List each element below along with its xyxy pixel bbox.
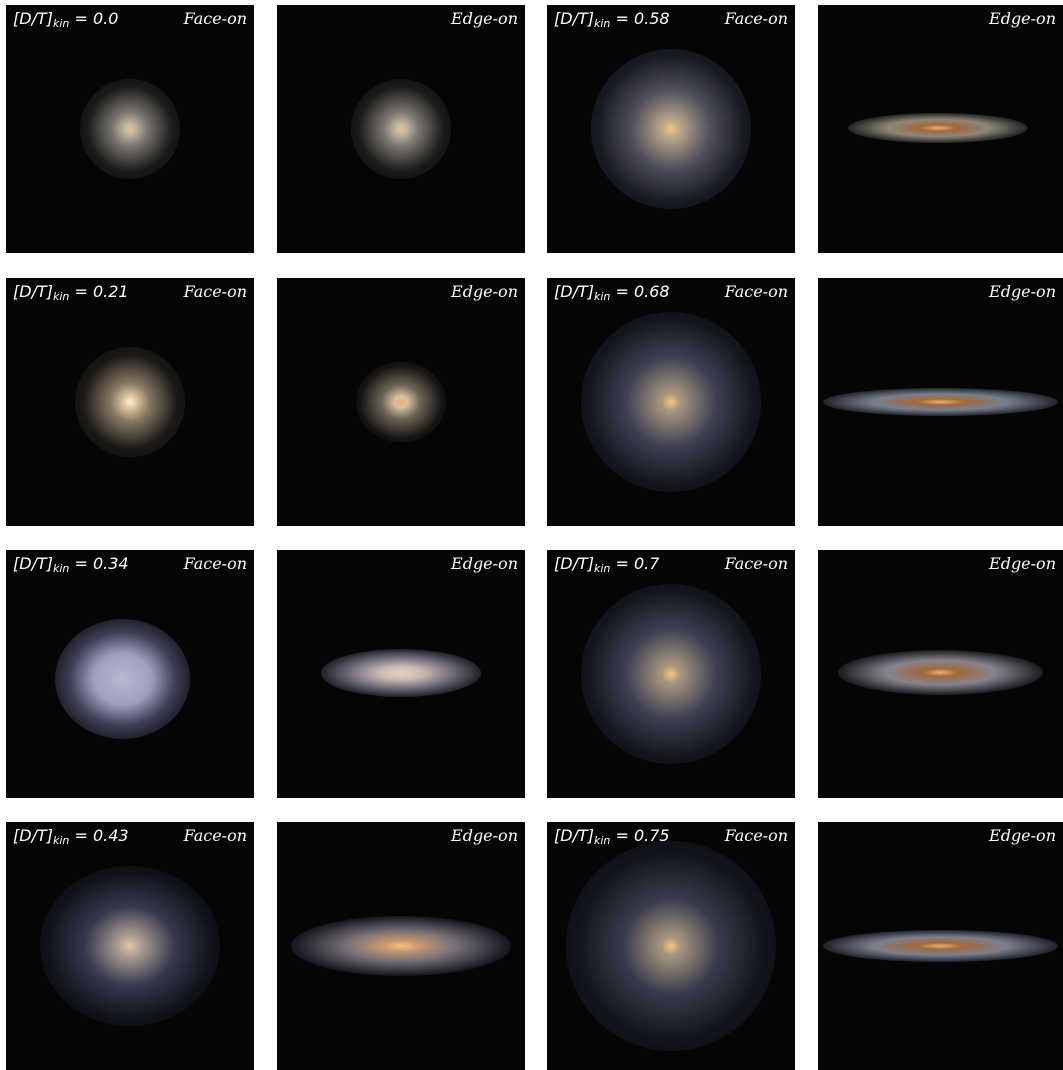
galaxy-image: [823, 930, 1058, 962]
edge-on-label: Edge-on: [451, 9, 518, 28]
panel-edgeon-r3-right: Edge-on: [818, 550, 1063, 798]
galaxy-image: [566, 841, 776, 1051]
galaxy-image: [356, 362, 446, 442]
edge-on-label: Edge-on: [989, 9, 1056, 28]
edge-on-label: Edge-on: [989, 282, 1056, 301]
edge-on-label: Edge-on: [451, 282, 518, 301]
panel-faceon-r4-right: [D/T]kin = 0.75 Face-on: [547, 822, 795, 1070]
dt-kin-label: [D/T]kin = 0.0: [13, 9, 119, 30]
galaxy-image: [55, 619, 190, 739]
panel-faceon-r1-right: [D/T]kin = 0.58 Face-on: [547, 5, 795, 253]
dt-kin-label: [D/T]kin = 0.58: [554, 9, 670, 30]
galaxy-image: [581, 312, 761, 492]
edge-on-label: Edge-on: [989, 554, 1056, 573]
galaxy-image: [848, 113, 1028, 143]
edge-on-label: Edge-on: [989, 826, 1056, 845]
panel-faceon-r3-left: [D/T]kin = 0.34 Face-on: [6, 550, 254, 798]
edge-on-label: Edge-on: [451, 826, 518, 845]
panel-edgeon-r2-right: Edge-on: [818, 278, 1063, 526]
face-on-label: Face-on: [183, 826, 247, 845]
face-on-label: Face-on: [724, 826, 788, 845]
dt-kin-label: [D/T]kin = 0.21: [13, 282, 129, 303]
galaxy-image: [80, 79, 180, 179]
dt-kin-label: [D/T]kin = 0.34: [13, 554, 129, 575]
galaxy-image: [823, 388, 1058, 416]
dt-kin-label: [D/T]kin = 0.7: [554, 554, 660, 575]
galaxy-image: [75, 347, 185, 457]
panel-edgeon-r4-right: Edge-on: [818, 822, 1063, 1070]
panel-faceon-r1-left: [D/T]kin = 0.0 Face-on: [6, 5, 254, 253]
panel-faceon-r3-right: [D/T]kin = 0.7 Face-on: [547, 550, 795, 798]
panel-faceon-r4-left: [D/T]kin = 0.43 Face-on: [6, 822, 254, 1070]
galaxy-image: [291, 916, 511, 976]
galaxy-image: [581, 584, 761, 764]
panel-edgeon-r3-left: Edge-on: [277, 550, 525, 798]
panel-edgeon-r1-left: Edge-on: [277, 5, 525, 253]
face-on-label: Face-on: [183, 554, 247, 573]
panel-faceon-r2-right: [D/T]kin = 0.68 Face-on: [547, 278, 795, 526]
galaxy-image: [321, 649, 481, 697]
galaxy-image: [591, 49, 751, 209]
galaxy-image: [838, 650, 1043, 695]
galaxy-image: [40, 866, 220, 1026]
face-on-label: Face-on: [724, 554, 788, 573]
dt-kin-label: [D/T]kin = 0.68: [554, 282, 670, 303]
dt-kin-label: [D/T]kin = 0.43: [13, 826, 129, 847]
face-on-label: Face-on: [724, 282, 788, 301]
edge-on-label: Edge-on: [451, 554, 518, 573]
galaxy-image: [351, 79, 451, 179]
panel-edgeon-r2-left: Edge-on: [277, 278, 525, 526]
panel-faceon-r2-left: [D/T]kin = 0.21 Face-on: [6, 278, 254, 526]
face-on-label: Face-on: [183, 282, 247, 301]
face-on-label: Face-on: [724, 9, 788, 28]
panel-edgeon-r4-left: Edge-on: [277, 822, 525, 1070]
dt-kin-label: [D/T]kin = 0.75: [554, 826, 670, 847]
panel-edgeon-r1-right: Edge-on: [818, 5, 1063, 253]
face-on-label: Face-on: [183, 9, 247, 28]
